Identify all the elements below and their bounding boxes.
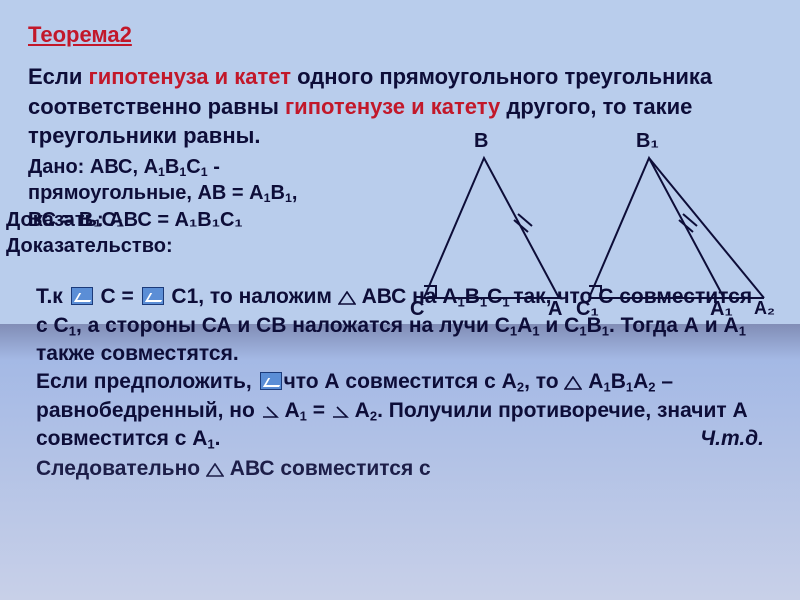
lbl-A2: А₂ bbox=[754, 298, 775, 319]
lbl-B: В bbox=[474, 130, 488, 153]
g2b: В bbox=[271, 182, 285, 204]
g1d: - bbox=[208, 156, 220, 178]
lbl-B1: В₁ bbox=[636, 130, 659, 153]
t1: гипотенуза и катет bbox=[89, 64, 291, 89]
angle-icon bbox=[142, 287, 164, 305]
g1c: С bbox=[186, 156, 200, 178]
g1a: Дано: АВС, А bbox=[28, 156, 158, 178]
ovB: Доказать: АВС = А₁В₁С₁ bbox=[6, 208, 243, 233]
angle-icon bbox=[71, 287, 93, 305]
theorem-statement: Если гипотенуза и катет одного прямоугол… bbox=[28, 62, 772, 151]
triangle-icon bbox=[338, 291, 356, 305]
given-overlap: ВС = В₁С₁ Доказать: АВС = А₁В₁С₁ bbox=[28, 208, 408, 230]
angle-outline-icon bbox=[261, 405, 279, 419]
angle-outline-icon bbox=[331, 405, 349, 419]
triangle-icon bbox=[206, 463, 224, 477]
angle-icon bbox=[260, 372, 282, 390]
proof-label: Доказательство: bbox=[6, 234, 408, 259]
given: Дано: АВС, А1В1С1 - прямоугольные, АВ = … bbox=[28, 155, 408, 259]
lbl-C: С bbox=[410, 298, 424, 321]
triangle-icon bbox=[564, 376, 582, 390]
t0: Если bbox=[28, 64, 89, 89]
triangles-diagram: В С А В₁ С₁ А₁ А₂ bbox=[414, 148, 774, 328]
g2c: , bbox=[292, 182, 298, 204]
lbl-A: А bbox=[548, 298, 562, 321]
g2a: прямоугольные, АВ = А bbox=[28, 182, 264, 204]
lbl-A1: А₁ bbox=[710, 298, 733, 321]
slide: Теорема2 Если гипотенуза и катет одного … bbox=[0, 0, 800, 600]
proof-p2: Если предположить, что А совместится с А… bbox=[36, 368, 764, 453]
proof-cut: Следовательно АВС совместится с bbox=[36, 455, 764, 483]
theorem-title: Теорема2 bbox=[28, 22, 772, 48]
t3: гипотенузе и катету bbox=[285, 94, 500, 119]
lbl-C1: С₁ bbox=[576, 298, 599, 321]
g1b: В bbox=[165, 156, 179, 178]
content: Теорема2 Если гипотенуза и катет одного … bbox=[0, 0, 800, 600]
qed: Ч.т.д. bbox=[700, 425, 764, 453]
